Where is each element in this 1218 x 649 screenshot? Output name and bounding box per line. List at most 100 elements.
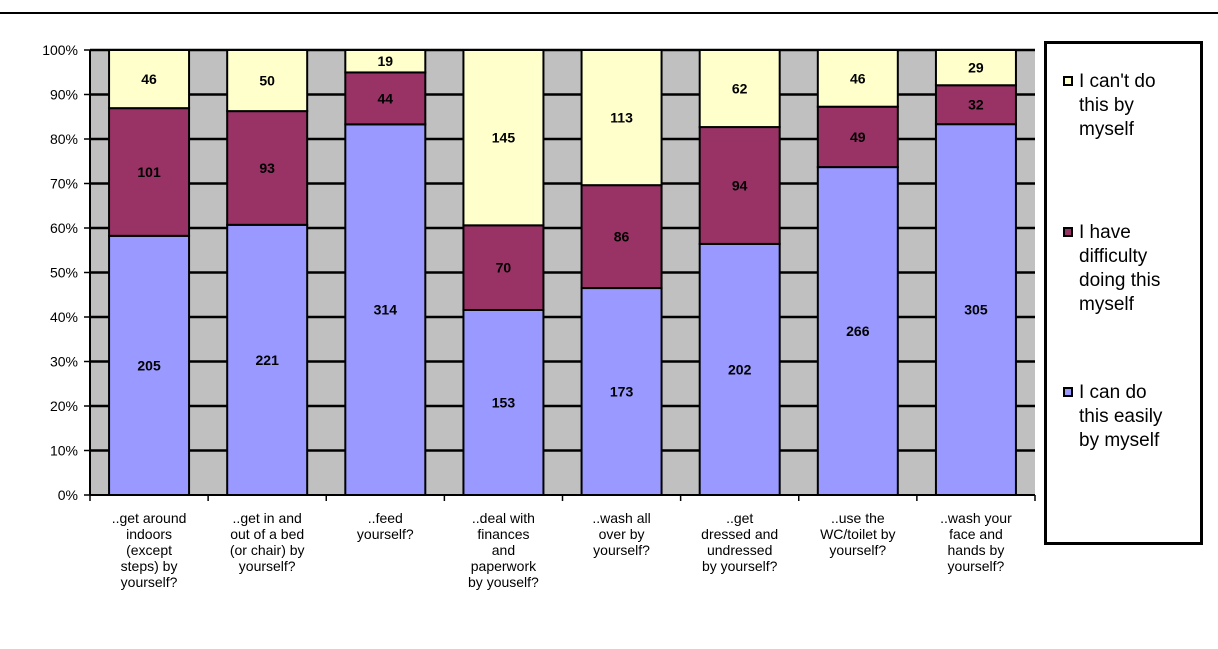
bar-segment — [226, 223, 309, 496]
x-tick-label: ..get in and out of a bed (or chair) by you… — [207, 510, 327, 574]
y-tick-label: 60% — [50, 220, 78, 236]
bar-segment — [698, 49, 781, 129]
y-tick-label: 70% — [50, 176, 78, 192]
x-tick-label-line: paperwork — [470, 558, 537, 574]
y-tick-label: 50% — [50, 265, 78, 281]
bar-segment — [580, 184, 663, 290]
bar-segment — [344, 49, 427, 74]
data-label: 101 — [137, 164, 161, 180]
x-tick-label: ..feed yourself? — [325, 510, 445, 542]
data-label: 205 — [137, 357, 161, 373]
x-tick-label-line: undressed — [706, 542, 773, 558]
x-tick-label: ..wash your face and hands by yourself? — [916, 510, 1036, 574]
x-tick-label-line: out of a bed — [230, 526, 305, 542]
legend-label-line: difficulty — [1079, 246, 1148, 267]
data-label: 50 — [259, 73, 275, 89]
x-tick-label-line: ..feed — [367, 510, 403, 526]
bar-segment — [108, 49, 191, 110]
y-tick-label: 0% — [58, 487, 78, 503]
legend-label-line: by myself — [1079, 430, 1160, 451]
x-tick-label: ..get dressed and undressed by yourself? — [680, 510, 800, 574]
y-tick-label: 90% — [50, 87, 78, 103]
bar-segment — [344, 71, 427, 126]
x-tick-label-line: by yourself? — [701, 558, 778, 574]
legend-label-line: myself — [1079, 119, 1134, 140]
x-tick-label: ..get around indoors (except steps) by yours… — [89, 510, 209, 590]
bar-segment — [698, 126, 781, 245]
data-label: 29 — [968, 60, 984, 76]
x-tick-label: ..deal with finances and paperwork by yousel… — [443, 510, 563, 590]
bar-segment — [816, 166, 899, 497]
x-tick-label-line: yourself? — [947, 558, 1005, 574]
y-tick-label: 30% — [50, 354, 78, 370]
y-tick-label: 80% — [50, 131, 78, 147]
data-label: 221 — [256, 352, 280, 368]
data-label: 113 — [610, 110, 633, 126]
y-tick-label: 100% — [42, 42, 78, 58]
data-label: 44 — [378, 90, 394, 106]
bar-segment — [108, 234, 191, 496]
x-tick-label: ..wash all over by yourself? — [562, 510, 682, 558]
legend-swatch — [1063, 227, 1073, 237]
data-label: 32 — [968, 97, 984, 113]
legend-label-line: I have — [1079, 222, 1131, 243]
x-tick-label-line: by youself? — [468, 574, 539, 590]
x-tick-label-line: yourself? — [238, 558, 296, 574]
bar-segment — [226, 110, 309, 226]
data-label: 173 — [610, 384, 634, 400]
legend-label: I can do this easily by myself — [1079, 381, 1207, 453]
data-label: 86 — [614, 229, 630, 245]
bar-segment — [226, 49, 309, 113]
data-label: 70 — [496, 260, 512, 276]
data-label: 19 — [378, 53, 394, 69]
bar-segment — [462, 224, 545, 311]
x-tick-label-line: finances — [477, 526, 530, 542]
data-label: 153 — [492, 394, 516, 410]
x-tick-label-line: ..get around — [111, 510, 187, 526]
bar-segment — [108, 107, 191, 237]
stacked-percent-bar-chart: 0% 10% 20% 30% 40% 50% 60% 70% 80% 90% 100% 205 101 4… — [42, 42, 1036, 503]
legend-label-line: I can do — [1079, 382, 1147, 403]
bar-segment — [698, 242, 781, 496]
data-label: 94 — [732, 177, 748, 193]
data-label: 202 — [728, 361, 752, 377]
legend-label: I have difficulty doing this myself — [1079, 221, 1207, 317]
data-label: 46 — [141, 71, 157, 87]
x-tick-label-line: steps) by — [120, 558, 178, 574]
x-tick-label-line: indoors — [126, 526, 173, 542]
legend-swatch — [1063, 76, 1073, 86]
legend-label-line: I can't do — [1079, 71, 1156, 92]
y-tick-label: 40% — [50, 309, 78, 325]
data-label: 314 — [374, 302, 398, 318]
x-tick-label-line: yourself? — [356, 526, 414, 542]
x-tick-label-line: ..use the — [830, 510, 885, 526]
bar-segment — [934, 84, 1017, 126]
bar-segment — [462, 49, 545, 227]
x-tick-label-line: and — [491, 542, 516, 558]
top-rule — [0, 12, 1218, 14]
y-tick-label: 20% — [50, 398, 78, 414]
x-tick-label-line: WC/toilet by — [820, 526, 896, 542]
data-label: 93 — [259, 160, 275, 176]
bar-segment — [580, 287, 663, 497]
bar-segment — [934, 49, 1017, 87]
data-label: 62 — [732, 81, 748, 97]
x-tick-label-line: ..wash all — [592, 510, 651, 526]
x-tick-label-line: yourself? — [120, 574, 178, 590]
x-tick-label-line: ..get — [726, 510, 754, 526]
x-tick-label-line: dressed and — [701, 526, 779, 542]
legend-label-line: this by — [1079, 95, 1134, 116]
x-tick-label-line: over by — [598, 526, 645, 542]
y-tick-label: 10% — [50, 443, 78, 459]
legend-label-line: doing this — [1079, 270, 1161, 291]
x-tick-label-line: hands by — [947, 542, 1005, 558]
x-tick-label-line: yourself? — [829, 542, 887, 558]
x-tick-label-line: ..wash your — [940, 510, 1012, 526]
x-tick-label: ..use the WC/toilet by yourself? — [798, 510, 918, 558]
x-tick-label-line: face and — [949, 526, 1003, 542]
x-tick-label-line: ..deal with — [471, 510, 535, 526]
data-label: 266 — [846, 323, 870, 339]
data-label: 49 — [850, 129, 866, 145]
legend-swatch — [1063, 387, 1073, 397]
data-label: 305 — [964, 302, 988, 318]
